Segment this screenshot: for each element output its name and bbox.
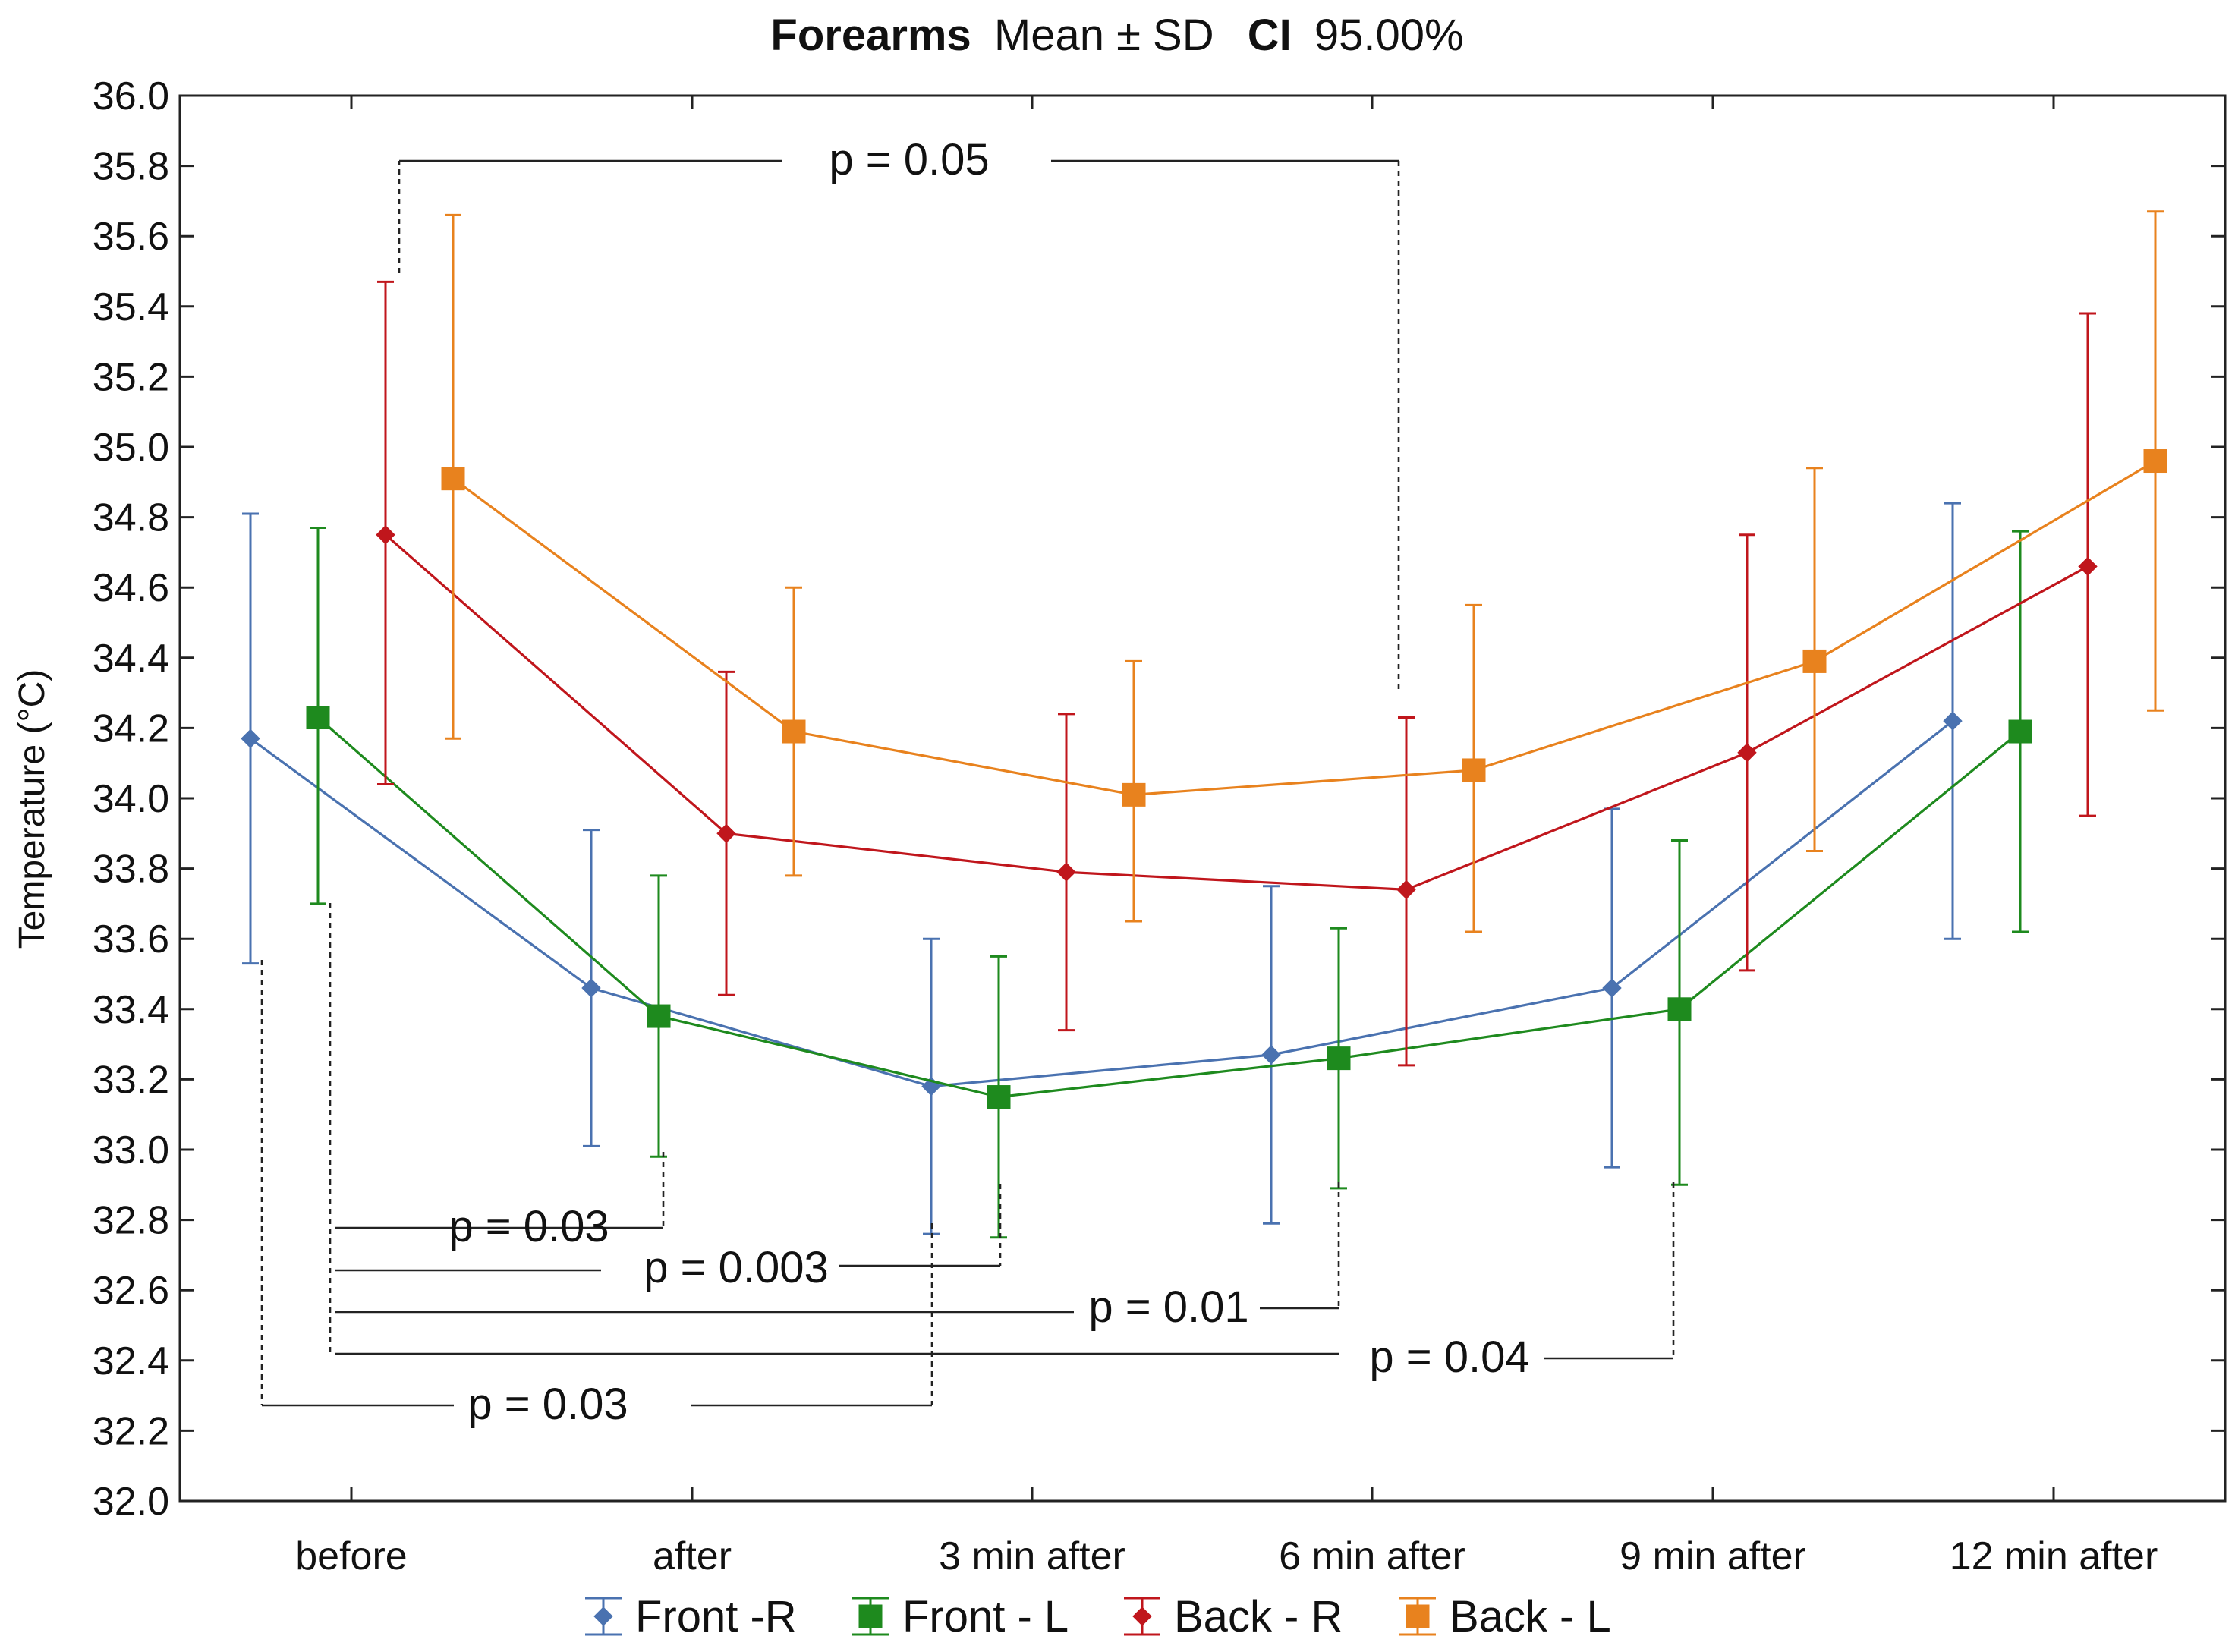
title-ci-value: 95.00% [1314,11,1464,60]
y-tick-label: 33.6 [93,917,169,961]
p-value-label: p = 0.003 [644,1243,829,1292]
data-point [581,978,601,998]
series-1 [241,502,1963,1235]
y-tick-label: 32.2 [93,1409,169,1453]
y-tick-label: 36.0 [93,74,169,118]
y-tick-label: 33.8 [93,848,169,892]
series-line [316,716,2022,1099]
x-tick-label: 6 min after [1279,1534,1465,1578]
title-forearms: Forearms [770,11,971,60]
data-point [716,823,736,844]
y-axis-label: Temperature (°C) [12,669,52,949]
data-point [1667,997,1692,1021]
p-value-label: p = 0.03 [467,1380,628,1429]
y-tick-label: 33.4 [93,988,169,1032]
data-point [1122,782,1146,807]
y-tick-label: 35.2 [93,355,169,399]
y-tick-label: 33.0 [93,1128,169,1172]
data-point [1462,758,1486,782]
legend-label: Back - L [1450,1592,1611,1641]
data-point [241,728,260,748]
legend-item-1: Front -R [585,1592,797,1641]
legend-marker [858,1604,883,1628]
data-point [1396,879,1416,900]
chart-title: Forearms Mean ± SD CI 95.00% [770,11,1463,60]
legend-item-4: Back - L [1399,1592,1611,1641]
data-point [2008,719,2032,744]
p-value-label: p = 0.05 [829,135,989,184]
data-point [647,1004,671,1028]
series-4 [441,210,2167,933]
y-tick-label: 32.0 [93,1480,169,1524]
data-point [987,1085,1011,1109]
data-point [306,706,330,730]
y-tick-label: 32.8 [93,1199,169,1243]
y-tick-label: 34.0 [93,777,169,821]
series-line [452,460,2156,796]
legend-label: Front -R [635,1592,797,1641]
title-mean-sd: Mean ± SD [994,11,1214,60]
x-tick-label: 9 min after [1620,1534,1806,1578]
x-tick-label: 12 min after [1950,1534,2158,1578]
data-point [376,525,395,545]
data-point [441,467,465,491]
data-point [1943,711,1963,731]
series-line [250,719,1953,1088]
y-tick-label: 35.4 [93,285,169,329]
series-2 [306,526,2032,1239]
legend-marker [1406,1604,1430,1628]
y-tick-label: 35.8 [93,145,169,189]
title-ci: CI [1248,11,1292,60]
y-tick-label: 34.2 [93,706,169,750]
series-layer [241,210,2167,1239]
data-point [2078,556,2098,577]
legend: Front -R Front - L Back - R Back - L [585,1592,1611,1641]
data-point [2143,449,2167,474]
p-value-label: p = 0.03 [449,1202,609,1251]
data-point [1737,743,1757,763]
y-tick-label: 32.4 [93,1339,169,1383]
y-tick-label: 33.2 [93,1058,169,1102]
x-tick-label: 3 min after [939,1534,1125,1578]
legend-marker [1132,1606,1152,1626]
y-tick-label: 34.4 [93,637,169,681]
p-value-label: p = 0.01 [1088,1282,1248,1332]
p-value-label: p = 0.04 [1369,1333,1529,1382]
series-3 [376,280,2098,1067]
y-axis: 32.0 32.2 32.4 32.6 32.8 33.0 33.2 33.4 33.6 33.8… [93,74,2225,1524]
y-tick-label: 34.6 [93,566,169,610]
legend-label: Back - R [1174,1592,1343,1641]
y-tick-label: 35.0 [93,426,169,470]
svg-text:Forearms Mean ± SD: Forearms Mean ± SD CI 95.00% [770,11,1463,60]
legend-label: Front - L [902,1592,1069,1641]
x-axis: before after 3 min after 6 min after 9 min a… [295,96,2158,1578]
significance-annotations: p = 0.05 p = 0.03 p = 0.003 p = 0.01 p = 0.0… [260,135,1675,1429]
x-tick-label: before [295,1534,407,1578]
data-point [1056,862,1076,882]
y-tick-label: 32.6 [93,1269,169,1313]
y-tick-label: 35.6 [93,215,169,259]
data-point [1327,1046,1351,1071]
data-point [782,719,806,744]
legend-item-2: Front - L [852,1592,1069,1641]
data-point [1802,649,1827,673]
x-tick-label: after [653,1534,732,1578]
legend-marker [593,1606,613,1626]
series-line [384,533,2089,891]
y-tick-label: 34.8 [93,496,169,540]
data-point [1261,1045,1281,1065]
data-point [1602,978,1622,998]
legend-item-3: Back - R [1124,1592,1343,1641]
